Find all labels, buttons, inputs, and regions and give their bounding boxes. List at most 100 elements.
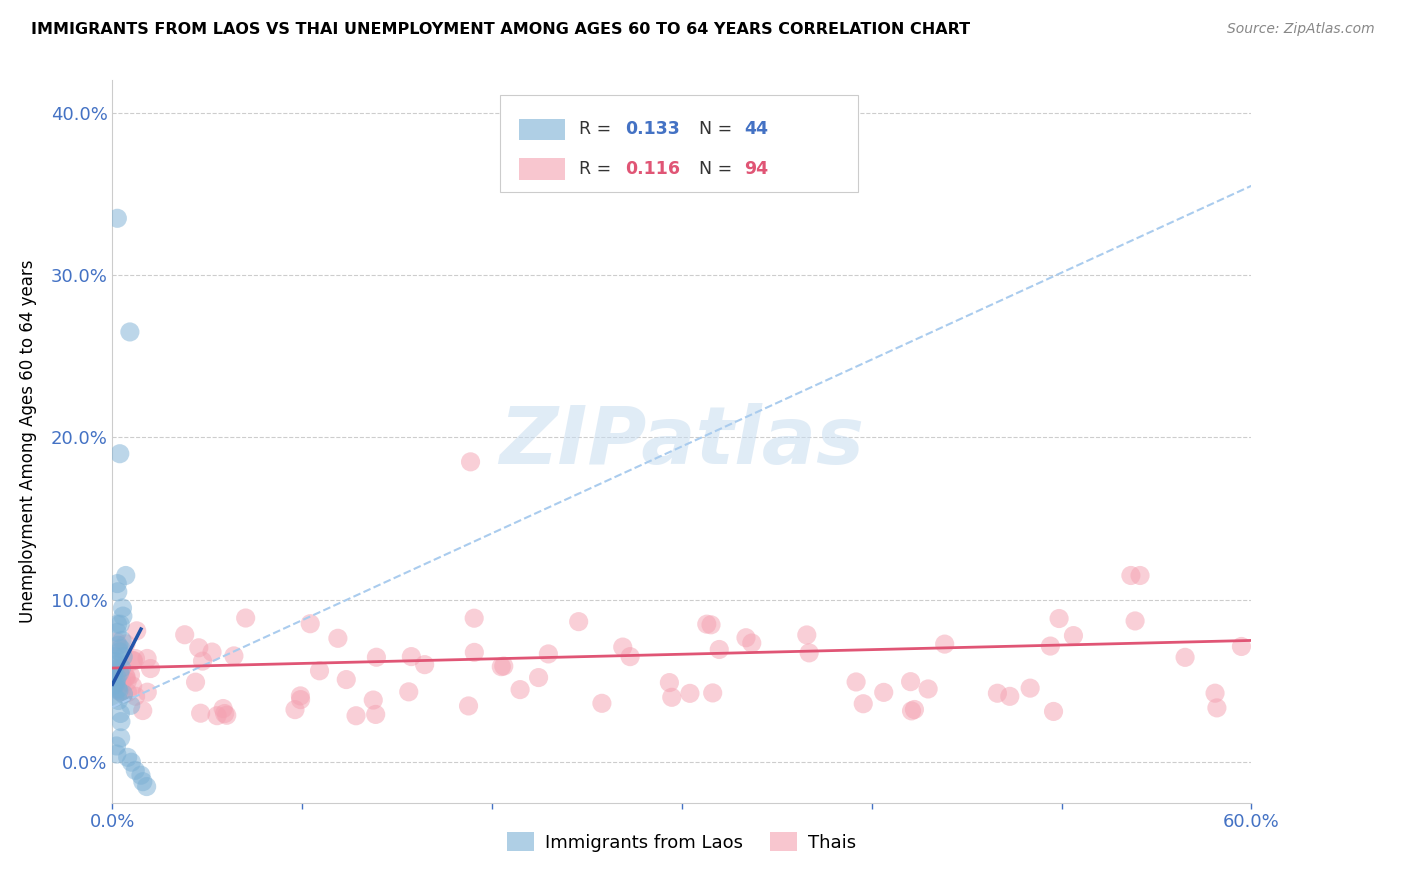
Y-axis label: Unemployment Among Ages 60 to 64 years: Unemployment Among Ages 60 to 64 years	[18, 260, 37, 624]
Text: 0.133: 0.133	[624, 120, 679, 138]
Point	[1119, 568, 1142, 582]
Text: ZIPatlas: ZIPatlas	[499, 402, 865, 481]
Point	[107, 682, 129, 697]
Point	[111, 609, 134, 624]
FancyBboxPatch shape	[499, 95, 859, 193]
Text: N =: N =	[699, 161, 738, 178]
Text: 94: 94	[745, 161, 769, 178]
Point	[110, 706, 132, 721]
Point	[103, 663, 125, 677]
Point	[491, 659, 513, 673]
Point	[125, 624, 148, 638]
Point	[215, 708, 238, 723]
Point	[110, 731, 132, 745]
Point	[986, 686, 1008, 700]
Point	[105, 625, 128, 640]
Point	[115, 637, 138, 651]
Point	[799, 646, 821, 660]
Point	[900, 704, 922, 718]
Point	[105, 739, 128, 753]
Point	[184, 675, 207, 690]
Point	[104, 657, 127, 672]
Point	[205, 708, 228, 723]
Point	[173, 628, 195, 642]
Point	[107, 584, 129, 599]
Point	[191, 654, 214, 668]
Point	[112, 649, 135, 664]
Point	[796, 628, 818, 642]
Point	[1230, 640, 1253, 654]
Point	[108, 683, 131, 698]
Point	[105, 662, 128, 676]
Point	[136, 651, 159, 665]
Point	[934, 637, 956, 651]
Point	[903, 702, 925, 716]
Point	[1204, 686, 1226, 700]
Point	[108, 447, 131, 461]
Bar	[519, 158, 565, 180]
Point	[212, 701, 235, 715]
Point	[104, 677, 127, 691]
Point	[139, 661, 162, 675]
Point	[998, 690, 1021, 704]
Point	[308, 664, 330, 678]
Point	[364, 707, 387, 722]
Point	[1019, 681, 1042, 695]
Point	[104, 655, 127, 669]
Point	[900, 674, 922, 689]
Point	[845, 675, 868, 690]
Point	[187, 640, 209, 655]
Point	[108, 665, 131, 680]
Point	[299, 616, 322, 631]
Point	[852, 697, 875, 711]
Point	[114, 568, 136, 582]
Point	[591, 696, 613, 710]
Point	[235, 611, 257, 625]
Point	[135, 780, 157, 794]
Point	[612, 640, 634, 654]
Point	[735, 631, 758, 645]
Text: 0.116: 0.116	[624, 161, 681, 178]
Point	[124, 690, 146, 704]
Point	[124, 764, 146, 778]
Point	[115, 674, 138, 689]
Point	[326, 632, 349, 646]
Point	[190, 706, 212, 721]
Point	[284, 703, 307, 717]
Point	[110, 641, 132, 656]
Bar	[519, 119, 565, 140]
Text: IMMIGRANTS FROM LAOS VS THAI UNEMPLOYMENT AMONG AGES 60 TO 64 YEARS CORRELATION : IMMIGRANTS FROM LAOS VS THAI UNEMPLOYMEN…	[31, 22, 970, 37]
Point	[290, 689, 312, 703]
Point	[112, 687, 135, 701]
Point	[917, 681, 939, 696]
Point	[460, 455, 482, 469]
Text: Source: ZipAtlas.com: Source: ZipAtlas.com	[1227, 22, 1375, 37]
Point	[361, 693, 384, 707]
Point	[661, 690, 683, 705]
Legend: Immigrants from Laos, Thais: Immigrants from Laos, Thais	[501, 825, 863, 859]
Point	[457, 698, 479, 713]
Point	[118, 325, 141, 339]
Point	[1042, 705, 1064, 719]
Point	[527, 671, 550, 685]
Point	[132, 704, 155, 718]
Point	[110, 666, 132, 681]
Point	[568, 615, 591, 629]
Point	[105, 747, 128, 761]
Point	[121, 679, 143, 693]
Point	[344, 708, 367, 723]
Point	[700, 617, 723, 632]
Point	[463, 611, 485, 625]
Point	[537, 647, 560, 661]
Point	[509, 682, 531, 697]
Point	[619, 649, 641, 664]
Point	[132, 774, 155, 789]
Point	[214, 706, 236, 721]
Point	[1047, 611, 1070, 625]
Point	[709, 642, 731, 657]
Point	[1062, 629, 1084, 643]
Point	[105, 671, 128, 685]
Point	[658, 675, 681, 690]
Point	[111, 601, 134, 615]
Point	[696, 617, 718, 632]
